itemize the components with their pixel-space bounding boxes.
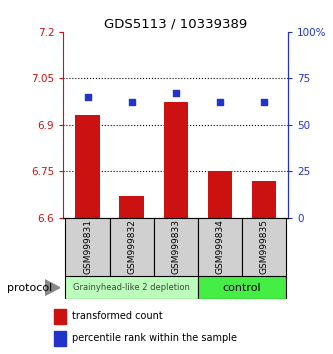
Text: Grainyhead-like 2 depletion: Grainyhead-like 2 depletion: [73, 283, 190, 292]
Bar: [252, 181, 276, 218]
Text: GSM999835: GSM999835: [259, 219, 268, 274]
FancyBboxPatch shape: [198, 218, 242, 276]
FancyBboxPatch shape: [66, 276, 198, 299]
Bar: [54, 331, 66, 346]
Text: percentile rank within the sample: percentile rank within the sample: [73, 333, 237, 343]
FancyBboxPatch shape: [154, 218, 198, 276]
Bar: [164, 102, 188, 218]
FancyBboxPatch shape: [198, 276, 286, 299]
Text: GSM999833: GSM999833: [171, 219, 180, 274]
FancyBboxPatch shape: [66, 218, 110, 276]
Text: transformed count: transformed count: [73, 312, 163, 321]
Text: GSM999832: GSM999832: [127, 219, 136, 274]
FancyBboxPatch shape: [242, 218, 286, 276]
Bar: [120, 196, 144, 218]
Text: control: control: [222, 282, 261, 293]
Title: GDS5113 / 10339389: GDS5113 / 10339389: [104, 18, 247, 31]
Point: [173, 90, 178, 96]
Polygon shape: [45, 280, 60, 295]
Text: protocol: protocol: [7, 282, 52, 293]
Bar: [75, 115, 100, 218]
FancyBboxPatch shape: [110, 218, 154, 276]
Point: [85, 94, 90, 100]
Point: [261, 100, 266, 105]
Bar: [54, 309, 66, 324]
Bar: [207, 171, 232, 218]
Text: GSM999834: GSM999834: [215, 219, 224, 274]
Point: [129, 100, 134, 105]
Text: GSM999831: GSM999831: [83, 219, 92, 274]
Point: [217, 100, 222, 105]
